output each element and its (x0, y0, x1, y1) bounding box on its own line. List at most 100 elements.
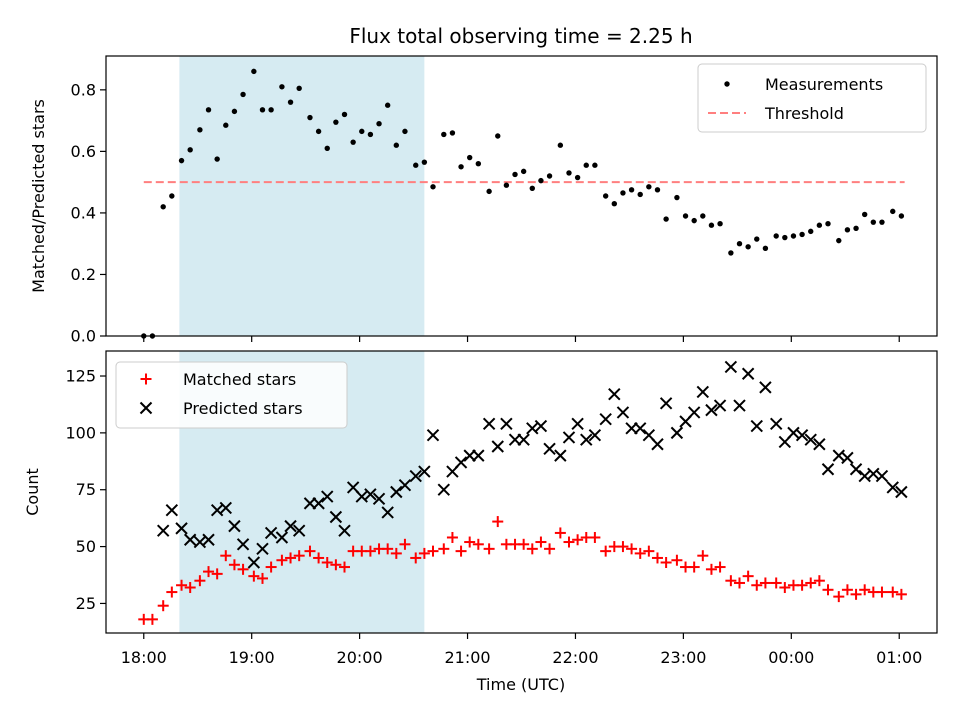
predicted-star-point (543, 442, 556, 455)
measurement-point (708, 222, 715, 228)
x-tick-label: 22:00 (552, 648, 598, 667)
matched-star-point (304, 545, 316, 557)
predicted-star-point (895, 485, 908, 499)
matched-star-point (833, 591, 845, 603)
measurement-point (169, 193, 175, 199)
measurement-points (141, 68, 905, 339)
measurement-point (879, 219, 885, 225)
predicted-star-point (795, 428, 809, 442)
bottom-panel: 25 50 75 100 125 18:00 19:00 20:00 21:00 22:00 23… (23, 350, 938, 694)
measurement-point (421, 159, 428, 165)
predicted-star-point (886, 481, 899, 494)
measurement-point (754, 236, 760, 242)
predicted-star-point (875, 469, 889, 483)
measurement-point (890, 208, 896, 215)
predicted-star-point (338, 524, 351, 537)
matched-star-point (554, 527, 566, 539)
top-legend-box (697, 63, 927, 133)
matched-star-point (697, 550, 709, 562)
predicted-star-point (705, 403, 718, 417)
matched-star-point (876, 586, 888, 598)
legend-matched-label: Matched stars (183, 370, 296, 389)
predicted-star-point (437, 483, 451, 496)
predicted-star-point (713, 399, 727, 412)
measurement-point (566, 170, 572, 176)
y-tick-label: 100 (65, 423, 96, 442)
predicted-star-point (228, 519, 241, 533)
top-panel: 0.00.20.40.60.8 Matched/Predicted stars … (29, 55, 938, 346)
measurement-point (574, 174, 581, 181)
measurement-point (197, 127, 203, 133)
measurement-point (223, 122, 229, 128)
predicted-star-point (183, 533, 197, 546)
measurement-point (782, 234, 788, 241)
predicted-star-point (156, 524, 170, 537)
matched-star-point (526, 543, 538, 555)
matched-stars-points (138, 516, 907, 625)
matched-star-point (313, 552, 325, 564)
measurement-point (475, 160, 482, 167)
matched-star-point (759, 577, 771, 589)
measurement-point (898, 213, 905, 219)
measurement-point (538, 177, 544, 184)
matched-star-point (563, 536, 575, 548)
predicted-star-point (202, 533, 215, 546)
measurement-point (682, 213, 689, 219)
measurement-point (279, 84, 285, 90)
matched-star-point (194, 575, 206, 587)
predicted-star-point (841, 451, 854, 465)
measurement-point (592, 162, 598, 168)
measurement-point (333, 119, 339, 125)
matched-star-point (535, 536, 547, 548)
predicted-star-point (472, 449, 485, 462)
matched-star-point (176, 579, 188, 591)
legend-predicted-marker (139, 401, 153, 415)
measurement-point (187, 147, 193, 153)
predicted-star-point (236, 538, 250, 551)
predicted-star-point (364, 488, 377, 501)
measurement-point (529, 185, 535, 192)
matched-star-point (544, 543, 556, 555)
predicted-star-point (562, 431, 576, 444)
legend-threshold-label: Threshold (764, 104, 844, 123)
matched-star-point (248, 570, 260, 582)
predicted-star-point (696, 385, 710, 399)
predicted-star-point (571, 417, 584, 430)
predicted-star-point (292, 524, 306, 537)
y-tick-label: 75 (76, 480, 96, 499)
measurement-point (674, 194, 680, 201)
measurement-point (717, 220, 723, 227)
predicted-star-point (741, 367, 755, 380)
x-tick-label: 01:00 (876, 648, 922, 667)
legend-matched-marker (140, 373, 152, 385)
matched-star-point (705, 563, 717, 575)
measurement-point (259, 107, 266, 113)
matched-star-point (364, 545, 376, 557)
measurement-point (520, 168, 527, 175)
measurement-point (495, 133, 501, 139)
measurement-point (296, 85, 302, 92)
matched-star-point (492, 516, 504, 528)
matched-star-point (446, 531, 458, 543)
matched-star-point (770, 577, 782, 589)
measurement-point (307, 114, 313, 121)
predicted-star-point (264, 526, 278, 540)
x-axis-label: Time (UTC) (476, 675, 565, 694)
matched-star-point (211, 568, 223, 580)
measurement-point (700, 213, 706, 219)
predicted-star-point (175, 522, 188, 535)
predicted-star-point (372, 492, 386, 506)
matched-star-point (146, 613, 158, 625)
measurement-point (251, 68, 257, 75)
measurement-point (458, 164, 464, 170)
matched-star-point (779, 582, 791, 594)
matched-star-point (634, 547, 646, 559)
predicted-star-point (482, 417, 496, 430)
matched-star-point (157, 600, 169, 612)
matched-star-point (887, 586, 899, 598)
matched-star-point (228, 559, 240, 571)
measurement-point (736, 240, 743, 247)
y-tick-label: 50 (76, 537, 96, 556)
matched-star-point (850, 588, 862, 600)
predicted-star-point (724, 360, 738, 374)
